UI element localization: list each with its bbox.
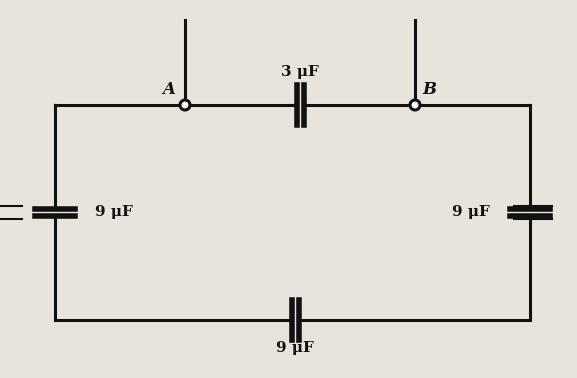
Text: B: B xyxy=(422,81,436,98)
Circle shape xyxy=(410,100,420,110)
Text: A: A xyxy=(163,81,175,98)
Circle shape xyxy=(180,100,190,110)
Text: 9 μF: 9 μF xyxy=(452,205,490,219)
Text: 3 μF: 3 μF xyxy=(281,65,319,79)
Text: 9 μF: 9 μF xyxy=(95,205,133,219)
Text: 9 μF: 9 μF xyxy=(276,341,314,355)
